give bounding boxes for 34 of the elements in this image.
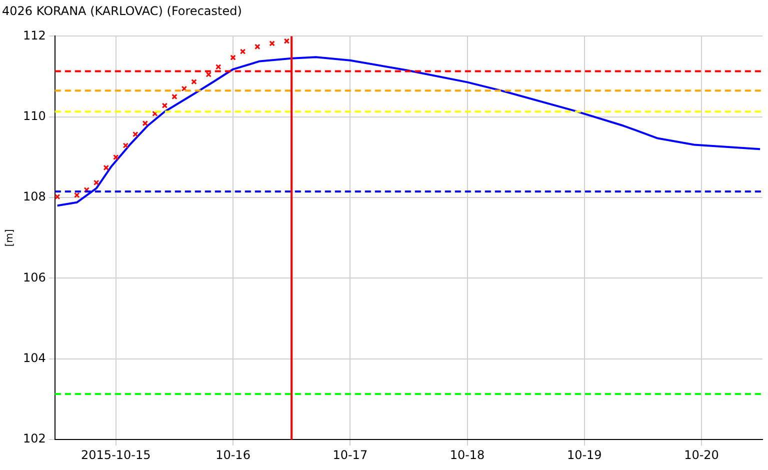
point [206,72,212,78]
point [191,78,197,85]
y-tick-label: 108 [23,190,46,204]
x-tick-label: 10-18 [450,448,485,462]
point [254,44,260,50]
point [152,110,158,117]
point [230,54,236,60]
chart-title: 4026 KORANA (KARLOVAC) (Forecasted) [2,4,242,18]
y-tick-label: 112 [23,28,46,42]
x-tick-label: 10-16 [216,448,250,462]
x-tick-label: 10-19 [566,448,602,462]
point [122,142,129,148]
x-tick-label: 10-17 [332,448,368,462]
point [142,120,148,126]
x-tick-label: 10-20 [684,448,719,462]
point [181,86,188,92]
point [132,131,138,138]
point [74,192,80,198]
point [94,180,100,186]
y-tick-label: 104 [23,351,46,366]
point [103,164,110,171]
point [240,48,246,54]
point [162,102,168,108]
y-tick-label: 102 [23,432,46,446]
point [216,64,222,70]
y-tick-label: 110 [23,109,46,124]
point [172,94,178,100]
point [284,38,290,44]
point [54,194,60,200]
x-tick-label: 2015-10-15 [81,448,151,462]
y-axis-title: [m] [4,229,16,247]
point [269,40,275,46]
y-tick-label: 106 [23,270,46,284]
point [113,154,119,160]
